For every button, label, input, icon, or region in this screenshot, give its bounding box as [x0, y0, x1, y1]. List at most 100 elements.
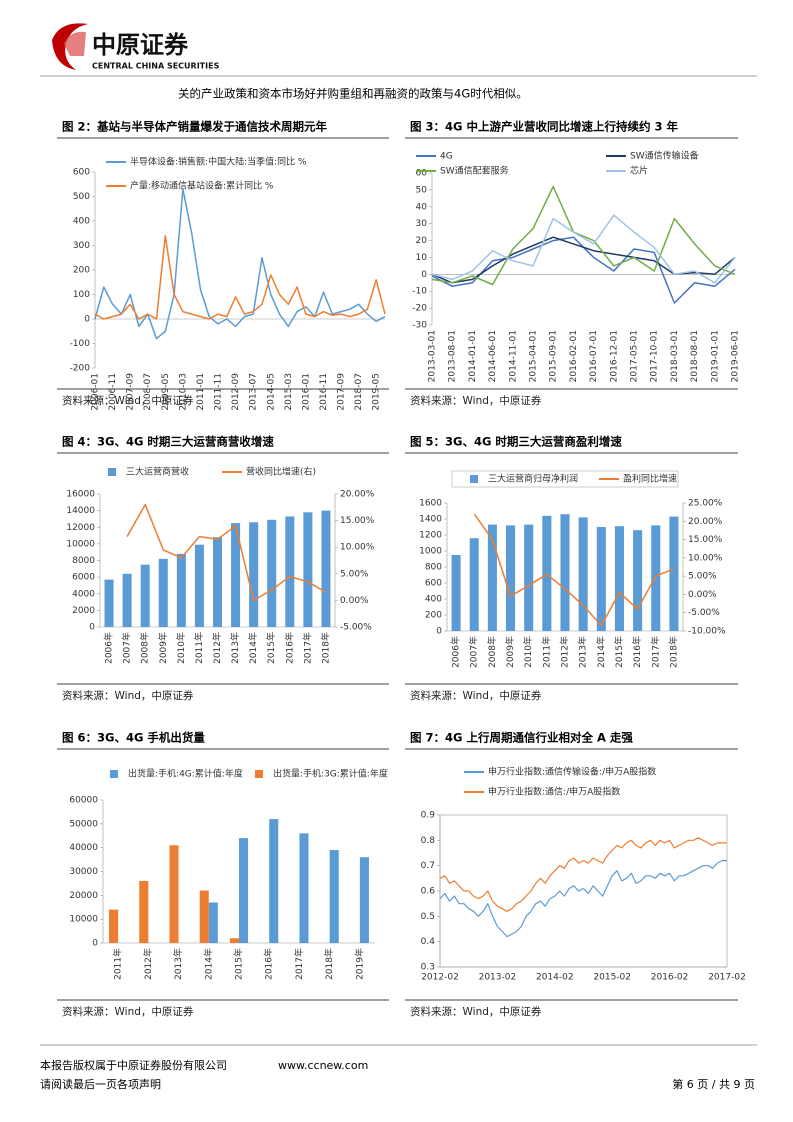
x-tick-label: 2012年: [211, 632, 223, 664]
x-tick-label: 2008-07: [143, 373, 153, 411]
x-tick-label: 2007年: [468, 636, 480, 668]
x-tick-label: 2016-02: [651, 973, 689, 983]
legend-label: 申万行业指数:通信传输设备:/申万A股指数: [488, 766, 656, 778]
figure-title: 图 6：3G、4G 手机出货量: [62, 731, 205, 745]
y-tick-label: 1200: [419, 531, 442, 541]
x-tick-label: 2011年: [540, 636, 552, 668]
x-tick-label: 2017-09: [337, 373, 347, 411]
y-tick-label: 20: [416, 236, 428, 246]
y-tick-label: 200: [425, 611, 442, 621]
y2-tick-label: -5.00%: [688, 608, 720, 618]
bar: [104, 579, 114, 627]
x-tick-label: 2015年: [233, 948, 245, 980]
legend-box: [451, 470, 679, 488]
x-tick-label: 2017-05-01: [630, 330, 640, 382]
y-tick-label: 0: [89, 623, 95, 633]
bar: [469, 538, 479, 631]
x-tick-label: 2013年: [229, 632, 241, 664]
legend-label: 营收同比增速(右): [246, 466, 316, 478]
x-tick-label: 2013-02: [479, 973, 517, 983]
legend-label: 三大运营商营收: [126, 466, 189, 478]
y2-tick-label: 0.00%: [340, 596, 369, 606]
bar: [359, 857, 369, 943]
x-tick-label: 2006-01: [91, 373, 101, 411]
figure-title: 图 4：3G、4G 时期三大运营商营收增速: [62, 435, 274, 449]
bar: [329, 850, 339, 943]
x-tick-label: 2009-05: [161, 373, 171, 411]
x-tick-label: 2019年: [353, 948, 365, 980]
source-note: 资料来源：Wind，中原证券: [410, 689, 542, 702]
y-tick-label: 300: [73, 241, 90, 251]
bar: [542, 515, 552, 631]
x-tick-label: 2013年: [172, 948, 184, 980]
intro-text: 关的产业政策和资本市场好并购重组和再融资的政策与4G时代相似。: [178, 87, 528, 101]
series-line: [94, 234, 386, 320]
x-tick-label: 2006年: [450, 636, 462, 668]
bar: [451, 555, 461, 631]
x-tick-label: 2008年: [486, 636, 498, 668]
source-note: 资料来源：Wind，中原证券: [62, 394, 194, 407]
y-tick-label: 10000: [69, 915, 98, 925]
y-tick-label: 4000: [72, 589, 95, 599]
legend-label: SW通信配套服务: [440, 165, 509, 177]
x-tick-label: 2010年: [522, 636, 534, 668]
x-tick-label: 2015-09-01: [549, 330, 559, 382]
y-tick-label: -200: [70, 364, 91, 374]
bar: [158, 558, 168, 627]
company-name-en: CENTRAL CHINA SECURITIES: [92, 62, 220, 71]
y-tick-label: 40000: [69, 843, 98, 853]
bar: [651, 525, 661, 631]
x-tick-label: 2015-03: [284, 373, 294, 411]
x-tick-label: 2017年: [293, 948, 305, 980]
y-tick-label: 0.9: [421, 811, 436, 821]
source-note: 资料来源：Wind，中原证券: [410, 1005, 542, 1018]
series-line: [439, 837, 727, 912]
bar: [199, 890, 209, 943]
x-tick-label: 2018年: [319, 632, 331, 664]
bar: [321, 510, 331, 627]
bar: [212, 537, 223, 627]
x-tick-label: 2011年: [193, 632, 205, 664]
y-tick-label: 30: [416, 219, 428, 229]
legend-label: 产量:移动通信基站设备:累计同比 %: [130, 180, 274, 192]
y-tick-label: 0: [421, 270, 427, 280]
y-tick-label: 6000: [72, 573, 95, 583]
y-tick-label: 0.6: [421, 887, 436, 897]
y2-tick-label: 15.00%: [340, 516, 375, 526]
y-tick-label: 0.5: [421, 912, 435, 922]
series-line: [431, 214, 736, 284]
y2-tick-label: 20.00%: [340, 490, 375, 500]
bar: [176, 553, 186, 627]
legend-swatch: [108, 468, 116, 476]
logo: [52, 23, 88, 70]
y-tick-label: 800: [425, 563, 442, 573]
legend-label: 三大运营商归母净利润: [488, 473, 578, 485]
y-tick-label: 0: [92, 939, 98, 949]
y-tick-label: 14000: [66, 506, 95, 516]
bar: [229, 938, 239, 943]
x-tick-label: 2012-09: [231, 373, 241, 411]
bar: [669, 516, 679, 631]
series-line: [431, 185, 736, 286]
legend-swatch: [470, 475, 478, 483]
y-tick-label: 60: [416, 169, 428, 179]
bar: [239, 838, 249, 943]
y-tick-label: 16000: [66, 490, 95, 500]
bar: [596, 527, 606, 631]
x-tick-label: 2010-03: [178, 373, 188, 411]
bar: [633, 530, 643, 631]
y2-tick-label: 15.00%: [688, 535, 723, 545]
legend-label: 盈利同比增速: [623, 473, 677, 485]
y-tick-label: 100: [73, 290, 90, 300]
bar: [299, 833, 309, 943]
y-tick-label: 0: [436, 627, 442, 637]
bar: [249, 522, 259, 627]
bar: [269, 819, 279, 943]
y-tick-label: 500: [73, 192, 90, 202]
y-tick-label: 12000: [66, 523, 95, 533]
y-tick-label: 400: [73, 217, 90, 227]
y-tick-label: 1400: [419, 515, 442, 525]
y2-tick-label: -5.00%: [340, 623, 372, 633]
legend-label: 申万行业指数:通信:/申万A股指数: [488, 786, 620, 798]
